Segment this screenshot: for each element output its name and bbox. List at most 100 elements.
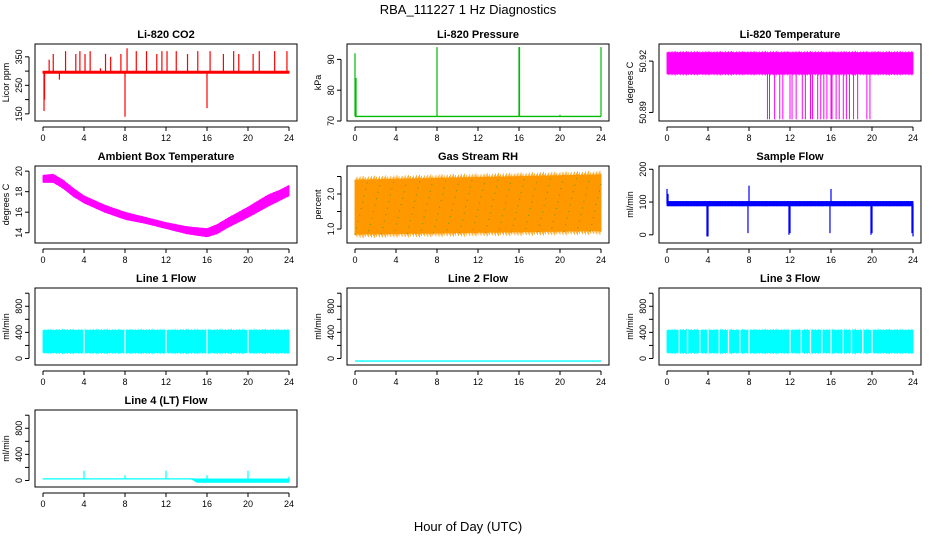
figure-xlabel: Hour of Day (UTC) [414, 519, 522, 534]
plot-area [42, 470, 290, 483]
x-tick-label: 12 [161, 133, 171, 143]
series-point [446, 229, 448, 231]
series-point [354, 233, 356, 235]
series-point [443, 187, 445, 189]
series-point [571, 197, 573, 200]
series-point [517, 205, 519, 207]
y-axis-label: ml/min [1, 435, 11, 462]
y-tick-label: 350 [14, 49, 24, 64]
series-point [554, 214, 556, 216]
y-axis-label: ml/min [625, 313, 635, 340]
x-tick-label: 12 [473, 377, 483, 387]
x-tick-label: 0 [352, 255, 357, 265]
y-tick-label: 400 [326, 325, 336, 340]
series-point [560, 188, 562, 190]
series-point [389, 194, 392, 196]
panel-title: Gas Stream RH [438, 151, 518, 163]
x-tick-label: 8 [434, 377, 439, 387]
x-tick-label: 20 [555, 377, 565, 387]
x-tick-label: 0 [352, 133, 357, 143]
x-axis: 0 4 8 12 16 20 24 [352, 248, 606, 265]
series-point [475, 215, 478, 218]
plot-area [354, 170, 602, 239]
series-point [491, 205, 493, 208]
series-point [592, 216, 595, 219]
figure-title: RBA_111227 1 Hz Diagnostics [380, 2, 557, 17]
series-point [471, 180, 473, 182]
series-point [372, 210, 375, 213]
plot-frame [658, 43, 922, 122]
series-point [578, 220, 581, 222]
y-axis-label: percent [313, 189, 323, 220]
x-tick-label: 24 [284, 255, 294, 265]
series-point [418, 181, 421, 183]
series-point [508, 189, 510, 191]
series-point [368, 230, 370, 232]
series-point [408, 226, 410, 228]
series-point [431, 184, 433, 186]
series-point [514, 218, 516, 220]
panel-sample-flow: Sample Flow 0 4 8 12 16 20 24 0 100 200 ml/min [625, 151, 922, 265]
plot-area [666, 328, 914, 355]
x-tick-label: 12 [161, 377, 171, 387]
x-axis: 0 4 8 12 16 20 24 [352, 370, 606, 387]
y-tick-label: 18 [14, 187, 24, 197]
x-tick-label: 4 [705, 377, 710, 387]
series-point [524, 227, 527, 230]
panel-ambient-box-temperature: Ambient Box Temperature 0 4 8 12 16 20 24 14 16 18… [1, 151, 298, 265]
x-tick-label: 0 [352, 377, 357, 387]
series-point [361, 201, 364, 203]
series-point [518, 198, 521, 201]
x-tick-label: 20 [867, 255, 877, 265]
x-tick-label: 4 [81, 377, 86, 387]
panel-title: Li-820 Pressure [437, 29, 519, 41]
series-point [549, 178, 551, 180]
x-tick-label: 24 [908, 255, 918, 265]
y-tick-label: 400 [638, 325, 648, 340]
x-tick-label: 24 [284, 499, 294, 509]
x-tick-label: 4 [705, 255, 710, 265]
series-point [380, 233, 382, 235]
y-tick-label: 20 [14, 166, 24, 176]
series-point [391, 188, 393, 190]
x-axis: 0 4 8 12 16 20 24 [664, 370, 918, 387]
series-point [486, 225, 488, 227]
series-point [478, 202, 481, 204]
x-tick-label: 12 [161, 499, 171, 509]
x-tick-label: 24 [284, 377, 294, 387]
x-tick-label: 0 [664, 255, 669, 265]
x-tick-label: 0 [40, 255, 45, 265]
series-point [458, 232, 461, 234]
panel-title: Li-820 CO2 [137, 29, 194, 41]
series-point [469, 186, 472, 188]
x-tick-label: 0 [664, 377, 669, 387]
series-point [481, 189, 484, 191]
y-axis-label: Licor ppm [1, 63, 11, 103]
series-point [480, 196, 482, 198]
series-point [472, 228, 475, 231]
series-point [406, 232, 408, 235]
y-tick-label: 50.92 [638, 50, 648, 73]
series-point [538, 224, 541, 226]
series-point [405, 184, 407, 187]
plot-frame [658, 165, 922, 244]
series-point [575, 177, 578, 180]
x-tick-label: 24 [908, 133, 918, 143]
x-tick-label: 4 [81, 133, 86, 143]
x-axis: 0 4 8 12 16 20 24 [40, 370, 294, 387]
x-tick-label: 0 [40, 499, 45, 509]
x-tick-label: 12 [473, 255, 483, 265]
series-point [360, 207, 362, 210]
series-point [377, 191, 379, 194]
series-point [498, 228, 501, 230]
x-axis: 0 4 8 12 16 20 24 [664, 126, 918, 143]
y-axis-label: ml/min [625, 191, 635, 218]
